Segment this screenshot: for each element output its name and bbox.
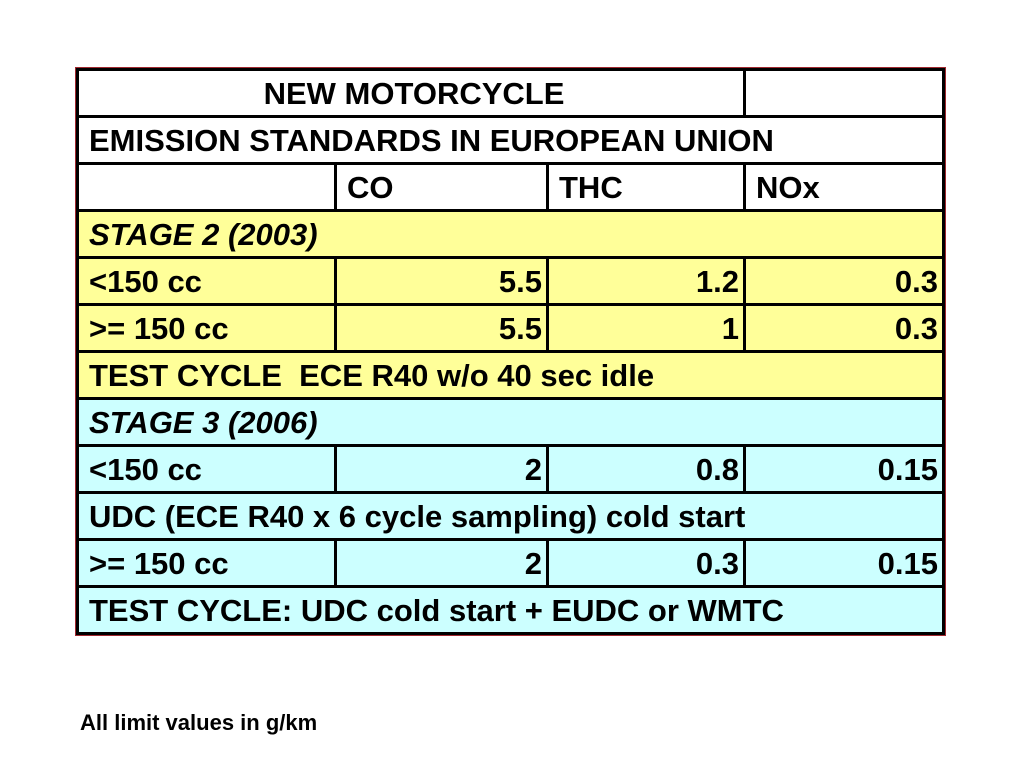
thc-value: 0.3 — [546, 538, 746, 588]
units-footnote: All limit values in g/km — [80, 710, 318, 735]
nox-value: 0.15 — [743, 538, 945, 588]
stage3-test-cycle-row: TEST CYCLE: UDC cold start + EUDC or WMT… — [76, 585, 945, 635]
emission-standards-table: NEW MOTORCYCLE EMISSION STANDARDS IN EUR… — [76, 68, 945, 635]
stage2-heading-row: STAGE 2 (2003) — [76, 209, 945, 259]
column-header-thc: THC — [546, 162, 746, 212]
thc-value: 0.8 — [546, 444, 746, 494]
row-label: <150 cc — [76, 444, 337, 494]
co-value: 2 — [334, 444, 549, 494]
co-value: 5.5 — [334, 256, 549, 306]
column-header-empty — [76, 162, 337, 212]
table-subtitle: EMISSION STANDARDS IN EUROPEAN UNION — [76, 115, 945, 165]
stage2-heading: STAGE 2 (2003) — [76, 209, 945, 259]
stage3-heading-row: STAGE 3 (2006) — [76, 397, 945, 447]
stage3-heading: STAGE 3 (2006) — [76, 397, 945, 447]
table-row: <150 cc 2 0.8 0.15 — [76, 444, 945, 494]
column-header-row: CO THC NOx — [76, 162, 945, 212]
stage3-small-note-row: UDC (ECE R40 x 6 cycle sampling) cold st… — [76, 491, 945, 541]
title-empty-cell — [743, 68, 945, 118]
subtitle-row: EMISSION STANDARDS IN EUROPEAN UNION — [76, 115, 945, 165]
stage3-test-cycle: TEST CYCLE: UDC cold start + EUDC or WMT… — [76, 585, 945, 635]
emission-standards-table-frame: NEW MOTORCYCLE EMISSION STANDARDS IN EUR… — [75, 67, 946, 636]
stage2-test-cycle: TEST CYCLE ECE R40 w/o 40 sec idle — [76, 350, 945, 400]
table-title: NEW MOTORCYCLE — [76, 68, 746, 118]
stage3-small-note: UDC (ECE R40 x 6 cycle sampling) cold st… — [76, 491, 945, 541]
co-value: 5.5 — [334, 303, 549, 353]
thc-value: 1 — [546, 303, 746, 353]
column-header-nox: NOx — [743, 162, 945, 212]
table-row: <150 cc 5.5 1.2 0.3 — [76, 256, 945, 306]
co-value: 2 — [334, 538, 549, 588]
nox-value: 0.3 — [743, 256, 945, 306]
row-label: <150 cc — [76, 256, 337, 306]
table-row: >= 150 cc 5.5 1 0.3 — [76, 303, 945, 353]
nox-value: 0.3 — [743, 303, 945, 353]
table-row: >= 150 cc 2 0.3 0.15 — [76, 538, 945, 588]
column-header-co: CO — [334, 162, 549, 212]
row-label: >= 150 cc — [76, 538, 337, 588]
stage2-test-cycle-row: TEST CYCLE ECE R40 w/o 40 sec idle — [76, 350, 945, 400]
thc-value: 1.2 — [546, 256, 746, 306]
row-label: >= 150 cc — [76, 303, 337, 353]
title-row: NEW MOTORCYCLE — [76, 68, 945, 118]
nox-value: 0.15 — [743, 444, 945, 494]
